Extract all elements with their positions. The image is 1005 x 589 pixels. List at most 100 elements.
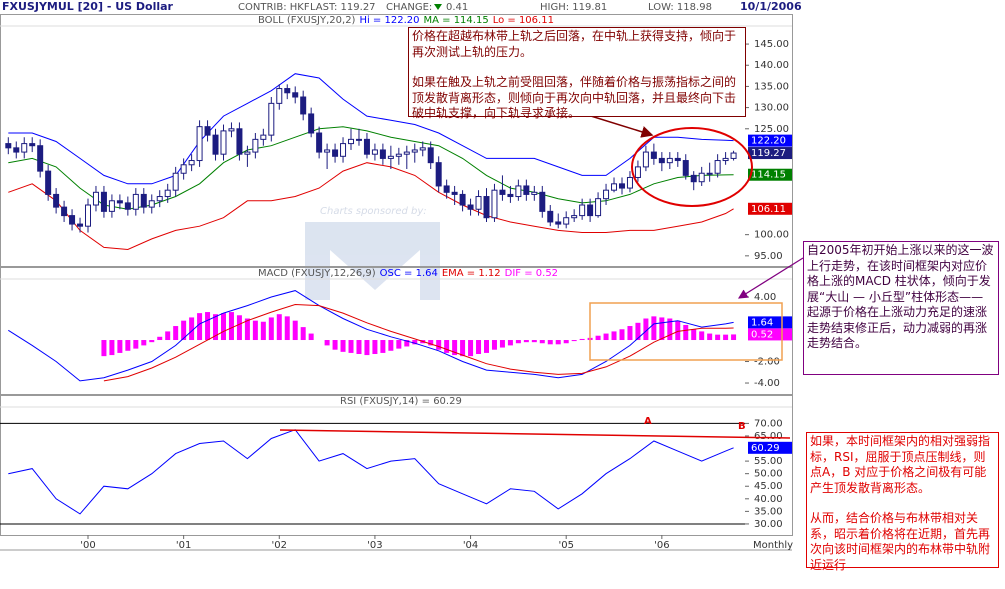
- histogram-bar: [252, 320, 258, 341]
- histogram-bar: [651, 316, 657, 341]
- header-date: 10/1/2006: [740, 0, 802, 13]
- candle-body: [5, 143, 12, 149]
- histogram-bar: [284, 316, 290, 341]
- histogram-bar: [404, 340, 410, 347]
- annotation-text: 如果在触及上轨之前受阻回落，伴随着价格与振荡指标之间的顶发散背离形态，则倾向于再…: [412, 75, 737, 120]
- candle-body: [603, 189, 610, 200]
- candle-body: [244, 151, 251, 155]
- candle-body: [499, 189, 506, 195]
- value-tag-label: 106.11: [751, 204, 786, 215]
- histogram-bar: [244, 318, 250, 341]
- value-tag-label: 119.27: [751, 148, 786, 159]
- candle-body: [92, 191, 99, 206]
- candle-body: [642, 151, 649, 168]
- candle-body: [204, 126, 211, 136]
- histogram-bar: [356, 340, 362, 354]
- candle-body: [443, 185, 450, 193]
- y-tick-label: -2.00: [754, 357, 780, 368]
- candle-body: [252, 138, 259, 153]
- histogram-bar: [340, 340, 346, 352]
- value-tag: [748, 147, 792, 160]
- highlight-ellipse: [631, 127, 753, 207]
- value-tag: [748, 316, 792, 329]
- pointer-arrow: [737, 257, 804, 299]
- value-tag-label: 60.29: [751, 443, 780, 454]
- y-tick-label: 145.00: [754, 39, 789, 50]
- candle-body: [108, 200, 115, 212]
- histogram-bar: [667, 318, 673, 341]
- overlays: A B: [279, 111, 804, 439]
- annotation: 价格在超越布林带上轨之后回落，在中轨上获得支持，倾向于再次测试上轨的压力。 如果…: [408, 27, 746, 120]
- annotation-text: 价格在超越布林带上轨之后回落，在中轨上获得支持，倾向于再次测试上轨的压力。: [412, 29, 737, 59]
- candle-body: [507, 193, 514, 198]
- candle-body: [387, 155, 394, 159]
- candle-body: [595, 198, 602, 217]
- candle-body: [730, 152, 737, 159]
- histogram-bar: [484, 340, 489, 353]
- histogram-bar: [731, 334, 737, 341]
- candle-body: [332, 149, 339, 157]
- histogram-bar: [619, 329, 625, 341]
- histogram-bar: [643, 318, 649, 341]
- candle-body: [555, 221, 562, 225]
- header-change: CHANGE:: [386, 2, 432, 13]
- point-label: A: [644, 416, 652, 427]
- histogram-bar: [603, 333, 609, 341]
- histogram-bar: [260, 321, 266, 341]
- value-tag-label: 122.20: [751, 136, 786, 147]
- candle-body: [156, 196, 163, 202]
- candle-body: [587, 204, 594, 217]
- candle-body: [172, 172, 179, 191]
- histogram-bar: [157, 336, 163, 341]
- candle-body: [284, 88, 291, 94]
- candle-body: [650, 151, 657, 159]
- legend-entry: EMA = 1.12: [442, 268, 501, 279]
- histogram-bar: [515, 340, 521, 344]
- histogram-bar: [236, 315, 242, 341]
- candle-body: [236, 128, 243, 155]
- histogram-bar: [476, 340, 482, 354]
- histogram-bar: [499, 340, 505, 348]
- histogram-bar: [635, 322, 641, 341]
- annotation: 自2005年初开始上涨以来的这一波上行走势，在该时间框架内对应价格上涨的MACD…: [803, 241, 999, 375]
- histogram-bar: [149, 340, 155, 343]
- histogram-bar: [348, 340, 354, 353]
- x-tick-label: '00: [80, 540, 95, 551]
- panel-frame: [0, 14, 793, 267]
- panel-title-text: BOLL (FXUSJY,20,2): [258, 15, 356, 26]
- histogram-bar: [141, 340, 147, 346]
- header-contrib: CONTRIB: HKF: [238, 2, 310, 13]
- candle-body: [515, 185, 522, 198]
- candle-body: [475, 196, 482, 210]
- histogram-bar: [101, 340, 107, 357]
- candle-body: [467, 204, 474, 210]
- series-line: [8, 162, 734, 251]
- histogram-bar: [523, 340, 529, 343]
- candle-body: [427, 147, 434, 164]
- histogram-bar: [707, 333, 713, 341]
- candle-body: [324, 149, 331, 153]
- panel-frame: [0, 395, 793, 536]
- header-low: LOW: 118.98: [648, 2, 712, 13]
- candle-body: [116, 200, 123, 204]
- series-line: [103, 303, 734, 382]
- candle-body: [379, 149, 386, 159]
- histogram-bar: [699, 331, 705, 341]
- histogram-bar: [571, 340, 577, 342]
- candle-body: [316, 132, 323, 153]
- series-line: [8, 290, 734, 382]
- y-tick-label: 65.00: [754, 431, 783, 442]
- annotation-text: 从而，结合价格与布林带相对关系，昭示着价格将在近期，首先再次向该时间框架内的布林…: [810, 511, 991, 572]
- histogram-bar: [396, 340, 402, 349]
- candle-body: [348, 138, 355, 145]
- histogram-bar: [220, 313, 226, 341]
- highlight-box: [589, 302, 783, 361]
- series-line: [8, 429, 734, 515]
- annotation: 如果，本时间框架内的相对强弱指标，RSI，屈服于顶点压制线，则点A，B 对应于价…: [806, 432, 999, 572]
- histogram-bar: [563, 340, 569, 344]
- histogram-bar: [627, 326, 633, 341]
- candle-body: [13, 147, 20, 153]
- watermark-logo: [305, 222, 440, 300]
- histogram-bar: [372, 340, 378, 354]
- histogram-bar: [117, 340, 123, 353]
